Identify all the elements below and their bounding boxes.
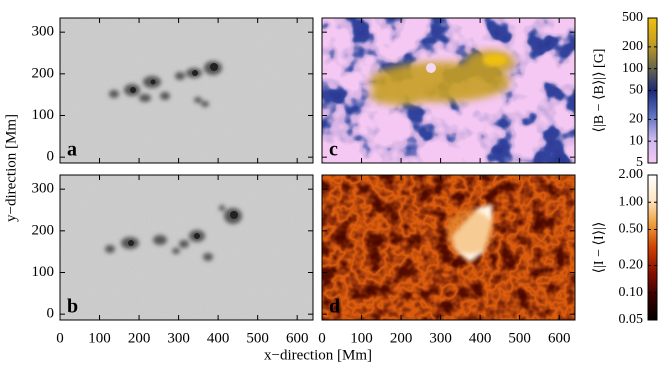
colorbar-tick-label: 2.00: [619, 167, 644, 182]
colorbar-tick-label: 1.00: [619, 194, 644, 209]
x-tick-label: 300: [429, 330, 452, 346]
x-tick-label: 0: [56, 330, 64, 346]
image-a: [60, 18, 313, 163]
x-tick-label: 500: [508, 330, 531, 346]
colorbar-tick-label: 0.05: [619, 312, 644, 327]
colorbar-tick-label: 50: [629, 83, 643, 98]
image-d: [322, 175, 575, 320]
image-b: [60, 175, 313, 320]
panel-label: c: [329, 139, 338, 161]
x-tick-label: 400: [207, 330, 230, 346]
colorbar-tick-label: 10: [629, 133, 643, 148]
x-tick-label: 100: [88, 330, 111, 346]
colorbar-label: ⟨|I − ⟨I⟩|⟩: [592, 222, 607, 274]
colorbar-tick-label: 500: [622, 10, 643, 25]
colorbar-tick-label: 0.20: [619, 258, 644, 273]
panel-label: b: [67, 296, 78, 318]
x-tick-label: 200: [390, 330, 413, 346]
panel-frame: [59, 174, 314, 321]
y-tick-label: 100: [32, 264, 55, 280]
y-axis-label: y−direction [Mm]: [3, 114, 19, 222]
colorbar-tick-label: 0.50: [619, 222, 644, 237]
y-tick-label: 200: [32, 65, 55, 81]
y-tick-label: 300: [32, 181, 55, 197]
colorbar-tick-label: 100: [622, 61, 643, 76]
colorbar: [647, 174, 658, 321]
colorbar-tick-label: 0.10: [619, 285, 644, 300]
panel-frame: [59, 17, 314, 164]
x-tick-label: 300: [167, 330, 190, 346]
colorbar-tick-label: 20: [629, 112, 643, 127]
x-tick-label: 500: [246, 330, 269, 346]
panel-frame: [321, 174, 576, 321]
x-tick-label: 600: [548, 330, 571, 346]
x-tick-label: 100: [350, 330, 373, 346]
x-tick-label: 400: [469, 330, 492, 346]
image-c: [322, 18, 575, 163]
colorbar-label: ⟨|B − ⟨B⟩|⟩ [G]: [592, 49, 607, 133]
panel-frame: [321, 17, 576, 164]
colorbar-tick-label: 200: [622, 39, 643, 54]
colorbar-tick-label: 5: [636, 155, 643, 170]
y-tick-label: 0: [47, 306, 55, 322]
x-axis-label: x−direction [Mm]: [264, 347, 372, 363]
y-tick-label: 200: [32, 222, 55, 238]
y-tick-label: 100: [32, 107, 55, 123]
x-tick-label: 0: [318, 330, 326, 346]
y-tick-label: 0: [47, 149, 55, 165]
panel-label: a: [67, 139, 77, 161]
y-tick-label: 300: [32, 24, 55, 40]
x-tick-label: 200: [128, 330, 151, 346]
x-tick-label: 600: [286, 330, 309, 346]
panel-label: d: [329, 296, 340, 318]
